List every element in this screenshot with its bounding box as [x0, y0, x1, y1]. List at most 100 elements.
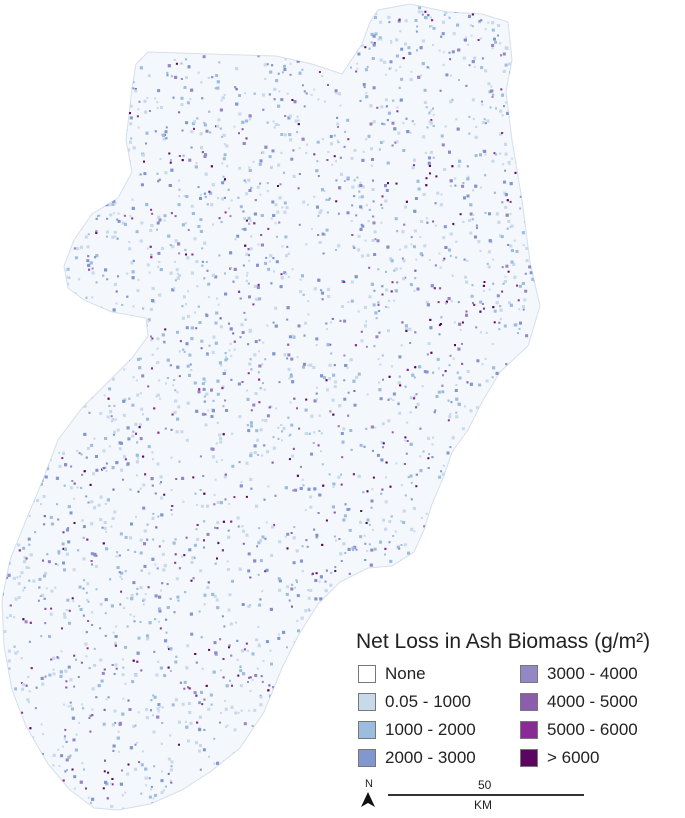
raster-speckle	[50, 391, 53, 394]
raster-speckle	[415, 473, 418, 476]
raster-speckle	[326, 388, 329, 392]
raster-speckle	[132, 581, 136, 585]
raster-speckle	[146, 417, 149, 421]
raster-speckle	[264, 537, 267, 540]
raster-speckle	[286, 318, 289, 321]
raster-speckle	[354, 275, 358, 279]
raster-speckle	[439, 536, 443, 540]
raster-speckle	[50, 193, 52, 196]
raster-speckle	[294, 42, 298, 46]
raster-speckle	[22, 546, 26, 550]
raster-speckle	[124, 645, 127, 649]
raster-speckle	[79, 306, 81, 309]
raster-speckle	[363, 86, 366, 89]
raster-speckle	[18, 501, 21, 504]
raster-speckle	[29, 426, 32, 430]
raster-speckle	[291, 99, 294, 101]
raster-speckle	[111, 664, 114, 666]
raster-speckle	[172, 32, 174, 35]
raster-speckle	[67, 226, 71, 230]
raster-speckle	[291, 454, 295, 458]
raster-speckle	[377, 358, 380, 360]
raster-speckle	[7, 50, 10, 53]
raster-speckle	[2, 377, 4, 380]
raster-speckle	[432, 657, 436, 661]
raster-speckle	[357, 12, 360, 15]
raster-speckle	[325, 519, 328, 522]
raster-speckle	[477, 240, 481, 244]
raster-speckle	[213, 641, 217, 645]
raster-speckle	[25, 814, 28, 817]
raster-speckle	[507, 160, 511, 164]
raster-speckle	[309, 47, 312, 50]
raster-speckle	[484, 357, 487, 360]
raster-speckle	[431, 687, 434, 690]
raster-speckle	[29, 42, 32, 44]
raster-speckle	[122, 478, 124, 481]
raster-speckle	[250, 235, 253, 238]
raster-speckle	[249, 690, 252, 693]
raster-speckle	[469, 409, 473, 413]
raster-speckle	[109, 121, 113, 125]
raster-speckle	[272, 446, 276, 450]
raster-speckle	[515, 70, 517, 73]
raster-speckle	[43, 68, 46, 71]
raster-speckle	[464, 478, 467, 481]
raster-speckle	[301, 730, 304, 734]
raster-speckle	[466, 165, 469, 168]
raster-speckle	[29, 736, 32, 738]
raster-speckle	[142, 603, 145, 606]
raster-speckle	[542, 458, 544, 460]
raster-speckle	[522, 89, 525, 92]
raster-speckle	[328, 197, 331, 200]
raster-speckle	[524, 272, 527, 275]
raster-speckle	[158, 545, 161, 548]
raster-speckle	[201, 667, 204, 670]
raster-speckle	[328, 61, 332, 65]
raster-speckle	[18, 754, 21, 757]
raster-speckle	[298, 427, 301, 430]
raster-speckle	[74, 167, 77, 170]
raster-speckle	[343, 319, 347, 323]
raster-speckle	[325, 813, 328, 816]
raster-speckle	[201, 260, 204, 263]
raster-speckle	[156, 221, 160, 225]
raster-speckle	[214, 6, 217, 9]
raster-speckle	[313, 487, 317, 491]
raster-speckle	[215, 598, 219, 602]
raster-speckle	[204, 195, 207, 198]
raster-speckle	[352, 549, 354, 552]
raster-speckle	[43, 466, 46, 469]
raster-speckle	[340, 34, 343, 37]
raster-speckle	[130, 522, 133, 526]
raster-speckle	[476, 359, 480, 363]
raster-speckle	[391, 589, 395, 593]
raster-speckle	[343, 31, 346, 34]
raster-speckle	[492, 389, 495, 392]
raster-speckle	[436, 547, 440, 551]
raster-speckle	[279, 710, 282, 713]
raster-speckle	[11, 706, 13, 709]
raster-speckle	[477, 39, 480, 41]
raster-speckle	[513, 473, 516, 476]
raster-speckle	[509, 740, 513, 744]
raster-speckle	[454, 389, 458, 392]
raster-speckle	[280, 98, 284, 102]
raster-speckle	[377, 657, 381, 661]
raster-speckle	[515, 379, 519, 383]
raster-speckle	[79, 780, 83, 784]
raster-speckle	[464, 666, 468, 670]
raster-speckle	[29, 797, 33, 801]
raster-speckle	[92, 472, 96, 476]
raster-speckle	[314, 626, 317, 628]
raster-speckle	[146, 634, 149, 638]
raster-speckle	[522, 308, 525, 311]
raster-speckle	[218, 61, 221, 64]
raster-speckle	[60, 26, 64, 30]
raster-speckle	[318, 721, 322, 725]
raster-speckle	[114, 125, 117, 128]
raster-speckle	[254, 785, 257, 788]
raster-speckle	[199, 807, 203, 810]
raster-speckle	[318, 658, 322, 662]
raster-speckle	[71, 716, 75, 720]
